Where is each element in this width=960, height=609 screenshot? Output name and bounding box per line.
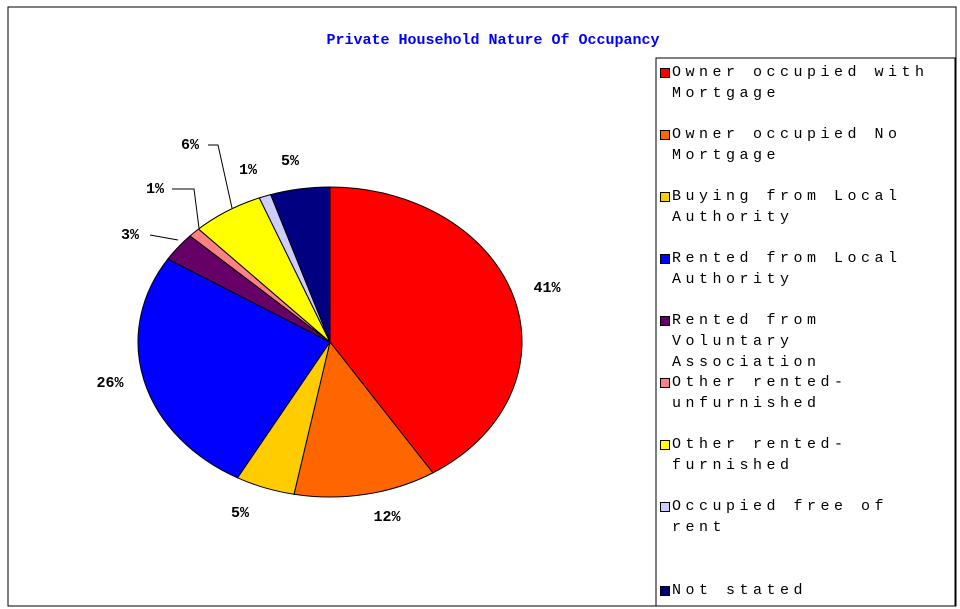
legend-swatch: [660, 130, 670, 140]
pie-slice: [269, 186, 331, 343]
legend-label: Owner occupied No Mortgage: [672, 126, 902, 164]
legend-label: Other rented-unfurnished: [672, 374, 848, 412]
legend-label: Not stated: [672, 582, 808, 599]
legend-box: [655, 57, 956, 607]
legend-swatch: [660, 378, 670, 388]
pie-slice: [137, 258, 331, 479]
pie-slice: [293, 340, 434, 498]
legend-swatch: [660, 440, 670, 450]
data-label: 3%: [121, 227, 140, 244]
legend-swatch: [660, 68, 670, 78]
data-label: 5%: [281, 153, 300, 170]
legend-swatch: [660, 502, 670, 512]
data-label: 6%: [181, 137, 200, 154]
legend-label: Other rented-furnished: [672, 436, 848, 474]
data-label: 1%: [146, 181, 165, 198]
legend-swatch: [660, 254, 670, 264]
data-label: 1%: [239, 162, 258, 179]
legend-label: Owner occupied with Mortgage: [672, 64, 929, 102]
legend-label: Occupied free of rent: [672, 498, 889, 536]
data-label: 12%: [373, 509, 401, 526]
data-label: 41%: [533, 280, 561, 297]
data-label: 5%: [231, 505, 250, 522]
legend-label: Buying from Local Authority: [672, 188, 902, 226]
chart-title: Private Household Nature Of Occupancy: [326, 32, 659, 49]
legend-swatch: [660, 192, 670, 202]
data-label: 26%: [96, 375, 124, 392]
leader-line: [208, 144, 233, 209]
chart-frame: [7, 6, 957, 607]
leader-line: [172, 188, 200, 229]
legend-label: Rented from Local Authority: [672, 250, 902, 288]
legend-swatch: [660, 586, 670, 596]
legend-swatch: [660, 316, 670, 326]
leader-line: [149, 234, 179, 241]
pie-slice: [329, 186, 523, 474]
legend-label: Rented from Voluntary Association: [672, 312, 821, 371]
